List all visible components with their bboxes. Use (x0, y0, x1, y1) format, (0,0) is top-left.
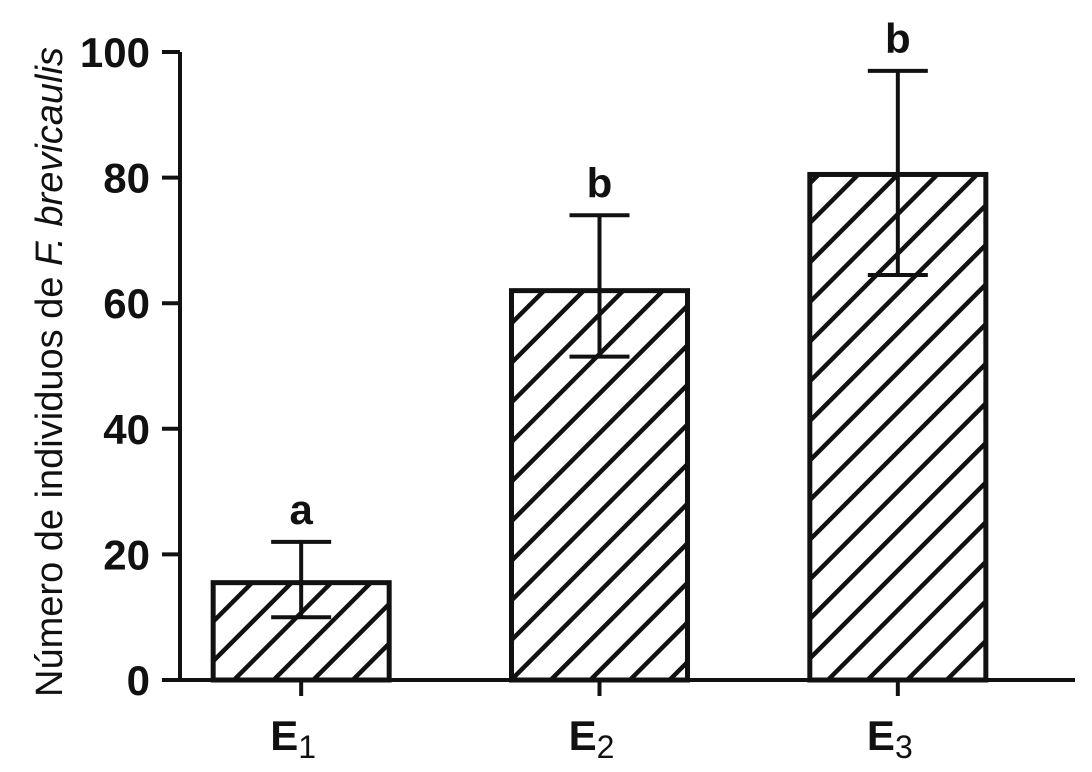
x-tick-label-sub: 2 (597, 729, 615, 765)
error-bars-group (271, 68, 928, 620)
y-tick-label: 60 (103, 280, 150, 327)
x-tick-label: E2 (569, 712, 615, 765)
x-tick-label-sub: 1 (298, 729, 316, 765)
x-tick-label-main: E (270, 712, 298, 759)
y-tick-label: 100 (80, 29, 150, 76)
y-axis-title-species: F. brevicaulis (29, 47, 71, 266)
x-tick-label-main: E (569, 712, 597, 759)
y-tick-label: 20 (103, 531, 150, 578)
y-axis-title-text: Número de individuos de (29, 266, 71, 697)
x-tick-label-sub: 3 (895, 729, 913, 765)
y-tick-label: 40 (103, 406, 150, 453)
x-ticks-group: E1 E2 E3 (270, 680, 913, 765)
y-axis-title: Número de individuos de F. brevicaulis (29, 47, 71, 697)
x-tick-label-main: E (867, 712, 895, 759)
significance-letter: b (885, 15, 911, 62)
significance-letters-group: a b b (289, 15, 910, 533)
significance-letter: a (289, 486, 313, 533)
y-tick-label: 80 (103, 155, 150, 202)
x-tick-label: E1 (270, 712, 316, 765)
x-tick-label: E3 (867, 712, 913, 765)
significance-letter: b (587, 159, 613, 206)
y-tick-label: 0 (127, 657, 150, 704)
y-ticks-group: 0 20 40 60 80 100 (80, 29, 180, 704)
